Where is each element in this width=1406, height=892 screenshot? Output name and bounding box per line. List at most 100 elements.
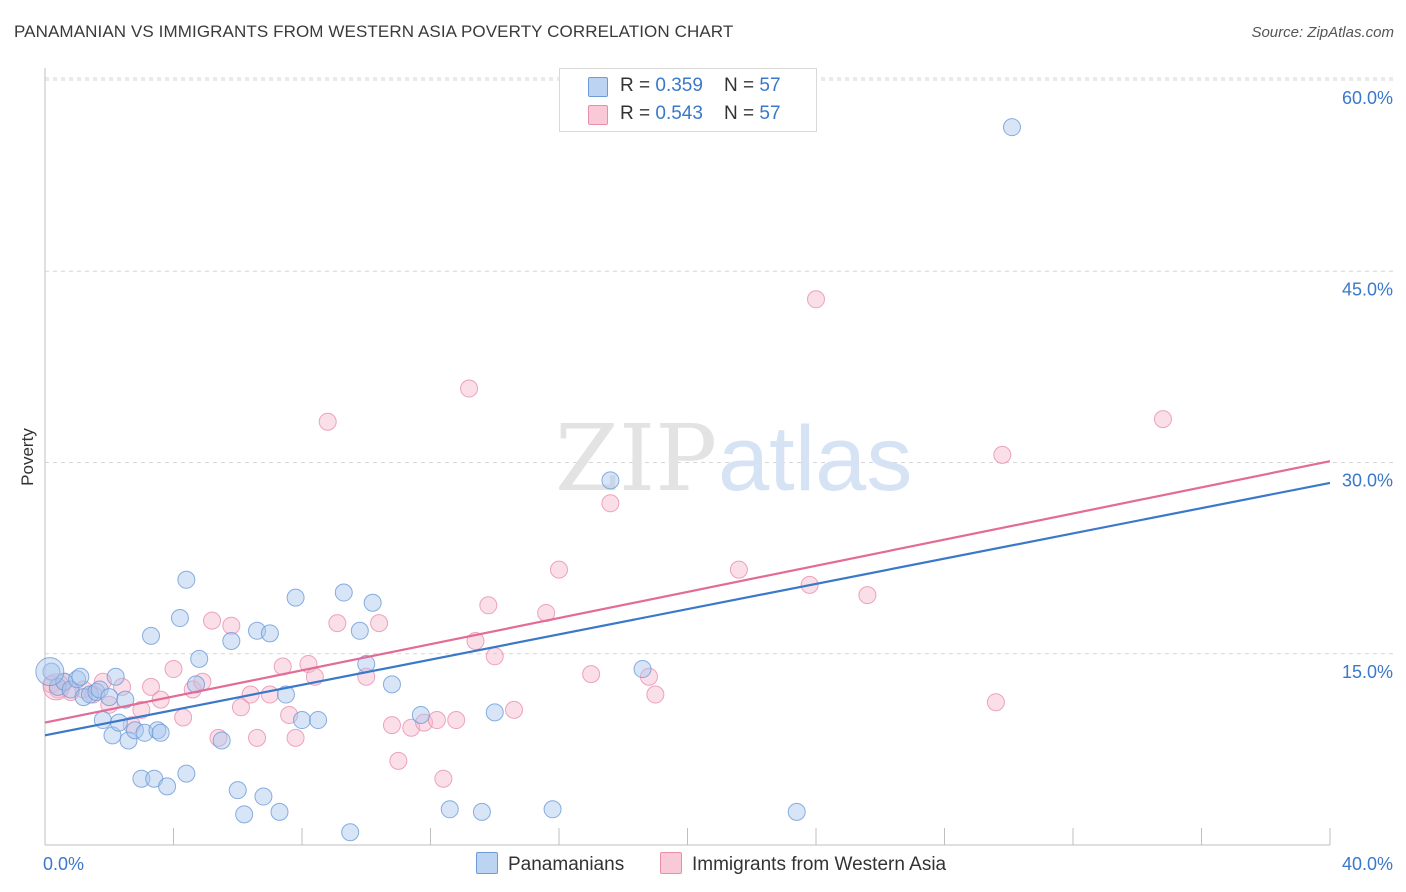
data-point xyxy=(318,412,337,431)
data-point xyxy=(222,632,241,650)
data-point xyxy=(132,700,151,719)
watermark-atlas: atlas xyxy=(718,408,912,510)
data-point xyxy=(132,769,151,788)
y-tick-label: 30.0% xyxy=(1342,471,1393,491)
legend-r-label: R = xyxy=(620,103,656,124)
data-point xyxy=(71,667,90,686)
data-point xyxy=(170,609,189,628)
legend-n-label: N = xyxy=(724,103,760,124)
data-point xyxy=(485,703,504,722)
axes xyxy=(44,68,1331,846)
series-legend-label: Panamanians xyxy=(508,854,625,875)
data-point xyxy=(203,611,222,630)
data-point xyxy=(309,711,328,730)
data-point xyxy=(90,680,109,699)
data-point xyxy=(447,711,466,730)
series-legend-swatch-pink xyxy=(660,852,682,874)
data-point xyxy=(485,647,504,666)
series-legend-panamanians: Panamanians xyxy=(476,852,624,876)
data-point xyxy=(427,711,446,730)
legend-swatch-pink xyxy=(588,105,608,125)
data-point xyxy=(286,728,305,747)
data-point xyxy=(42,662,61,681)
series-immigrants-from-western-asia-points xyxy=(42,290,1172,788)
data-point xyxy=(190,649,209,668)
data-point xyxy=(807,290,825,309)
data-point xyxy=(212,731,231,750)
data-point xyxy=(479,596,498,615)
x-tick-label: 0.0% xyxy=(43,854,84,874)
data-point xyxy=(1153,410,1172,429)
data-point xyxy=(151,723,170,742)
data-point xyxy=(460,379,479,398)
data-point xyxy=(142,677,161,696)
source-label: Source: ZipAtlas.com xyxy=(1251,24,1394,41)
data-point xyxy=(270,802,289,821)
data-point xyxy=(389,751,408,770)
data-point xyxy=(174,708,193,727)
data-point xyxy=(100,688,119,707)
trend-lines xyxy=(44,460,1331,737)
data-point xyxy=(260,624,279,643)
data-point xyxy=(116,690,135,709)
watermark-zip: ZIP xyxy=(555,405,717,512)
data-point xyxy=(505,700,524,719)
series-legend-label: Immigrants from Western Asia xyxy=(692,854,947,875)
data-point xyxy=(646,685,665,704)
data-point xyxy=(276,685,295,704)
legend-n-value: 57 xyxy=(759,75,781,96)
legend-n-value: 57 xyxy=(759,103,781,124)
data-point xyxy=(582,665,601,684)
data-point xyxy=(106,667,125,686)
legend-r-label: R = xyxy=(620,75,656,96)
data-point xyxy=(543,800,562,819)
watermark: ZIP atlas xyxy=(555,405,912,512)
data-point xyxy=(986,693,1005,712)
data-point xyxy=(328,614,347,633)
legend-r-value: 0.359 xyxy=(655,75,703,96)
chart-title: PANAMANIAN VS IMMIGRANTS FROM WESTERN AS… xyxy=(14,22,734,41)
data-point xyxy=(440,800,459,819)
data-point xyxy=(158,777,177,796)
data-point xyxy=(209,728,228,747)
data-point xyxy=(235,805,254,824)
y-tick-label: 15.0% xyxy=(1342,662,1393,682)
data-point xyxy=(639,667,658,686)
data-point xyxy=(993,445,1012,464)
grid-lines xyxy=(45,77,1395,655)
data-point xyxy=(382,675,401,694)
data-point xyxy=(222,616,241,635)
data-point xyxy=(382,716,401,735)
data-point xyxy=(858,586,877,605)
y-tick-label: 45.0% xyxy=(1342,279,1393,299)
data-point xyxy=(350,621,369,640)
series-legend-immigrants: Immigrants from Western Asia xyxy=(660,852,946,876)
data-point xyxy=(68,670,87,689)
correlation-legend: R = 0.359 N = 57 R = 0.543 N = 57 xyxy=(559,68,817,132)
y-axis-label: Poverty xyxy=(18,428,37,486)
legend-swatch-blue xyxy=(588,77,608,97)
data-point-cluster xyxy=(35,657,65,687)
data-point xyxy=(248,728,267,747)
data-point xyxy=(334,583,353,602)
trend-line-immigrants xyxy=(44,460,1331,724)
data-point xyxy=(341,823,360,842)
data-point xyxy=(177,764,196,783)
data-point xyxy=(164,660,183,679)
data-point xyxy=(370,614,389,633)
y-tick-labels: 15.0% 30.0% 45.0% 60.0% xyxy=(1342,88,1393,682)
data-point xyxy=(633,660,652,679)
data-point xyxy=(293,711,311,730)
data-point xyxy=(550,560,568,579)
data-point xyxy=(472,802,491,821)
series-panamanians-points xyxy=(35,118,1021,842)
trend-line-panamanians xyxy=(44,481,1331,737)
data-point xyxy=(434,769,453,788)
x-tick-label: 40.0% xyxy=(1342,854,1393,874)
data-point xyxy=(142,626,161,645)
x-tick-labels: 0.0% 40.0% xyxy=(43,854,1393,874)
legend-n-label: N = xyxy=(724,75,760,96)
data-point xyxy=(1002,118,1021,137)
data-point xyxy=(363,593,382,612)
